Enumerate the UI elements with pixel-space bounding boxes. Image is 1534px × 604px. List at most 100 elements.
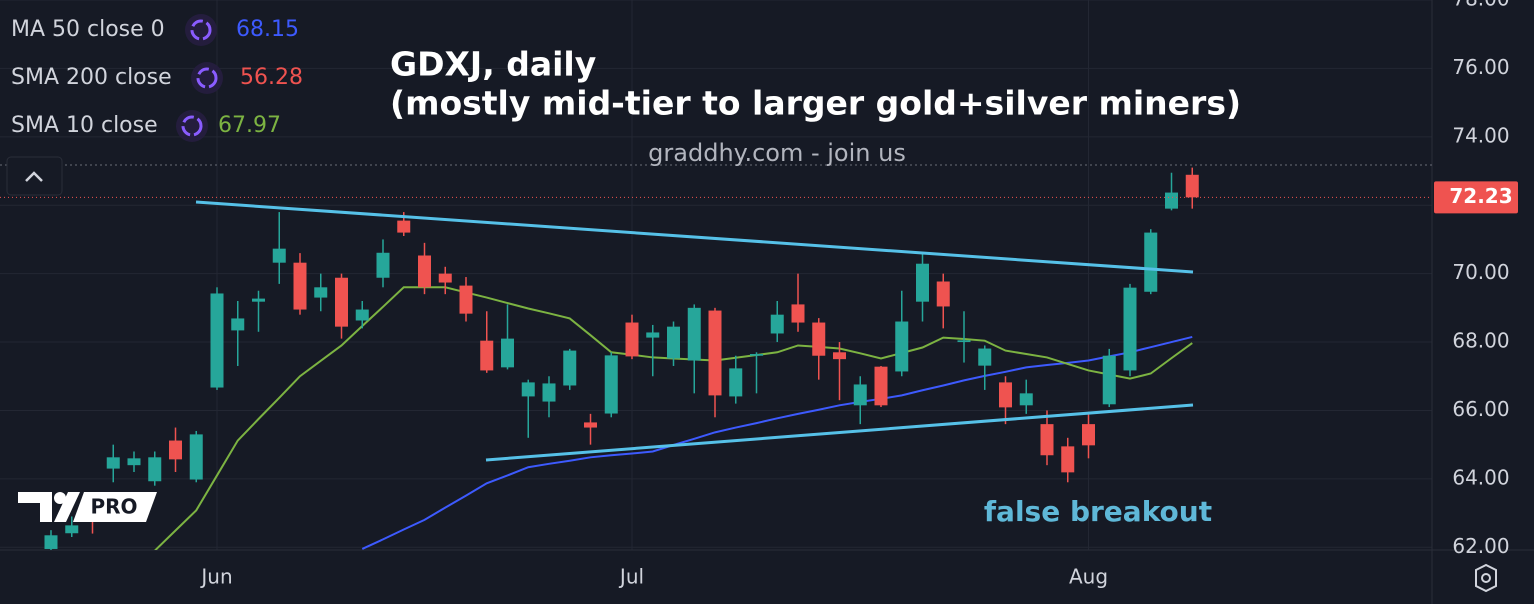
candle-body bbox=[1144, 232, 1158, 292]
candle-body bbox=[459, 285, 473, 314]
candle-body bbox=[853, 384, 867, 406]
legend-name: MA 50 close 0 bbox=[11, 17, 165, 42]
chart-title: GDXJ, daily bbox=[390, 45, 596, 84]
candle-body bbox=[376, 252, 390, 278]
legend-name: SMA 200 close bbox=[11, 65, 172, 90]
legend-icon bbox=[185, 14, 217, 46]
candle-body bbox=[708, 310, 722, 396]
candle-body bbox=[874, 366, 888, 406]
legend-value: 67.97 bbox=[218, 113, 281, 138]
candle-body bbox=[106, 457, 120, 469]
candle-body bbox=[148, 457, 162, 482]
candle-body bbox=[584, 422, 597, 428]
candle-body bbox=[1040, 424, 1054, 456]
y-tick-label: 62.00 bbox=[1452, 534, 1509, 558]
y-tick-label: 74.00 bbox=[1452, 123, 1509, 147]
support-trendline bbox=[485, 403, 1194, 462]
x-tick-label: Aug bbox=[1069, 565, 1108, 589]
legend-icon-bg bbox=[185, 14, 217, 46]
candle-body bbox=[480, 340, 494, 371]
logo-text: PRO bbox=[90, 495, 137, 519]
candle-body bbox=[438, 273, 452, 283]
candle-body bbox=[625, 322, 639, 357]
legend-icon bbox=[176, 110, 208, 142]
y-tick-label: 76.00 bbox=[1452, 55, 1509, 79]
candle-body bbox=[687, 307, 701, 361]
candle-body bbox=[355, 309, 369, 321]
candle-body bbox=[335, 277, 348, 327]
candle-body bbox=[231, 318, 245, 331]
plot-area bbox=[44, 167, 1199, 550]
candle-body bbox=[1082, 424, 1095, 446]
candle-body bbox=[604, 355, 618, 414]
candle-body bbox=[314, 287, 328, 298]
logo-mark bbox=[18, 492, 52, 522]
legend-icon-bg bbox=[191, 62, 223, 94]
candle-body bbox=[521, 382, 535, 397]
settings-button[interactable] bbox=[1475, 563, 1497, 593]
candle-body bbox=[397, 220, 411, 233]
candle-body bbox=[189, 434, 203, 480]
candle-body bbox=[65, 525, 79, 534]
candle-body bbox=[957, 340, 971, 343]
candle-body bbox=[210, 293, 224, 388]
candle-body bbox=[1123, 287, 1137, 371]
candle-body bbox=[501, 338, 514, 368]
candle-body bbox=[729, 368, 743, 397]
annotation: false breakout bbox=[984, 495, 1212, 528]
candle-body bbox=[978, 348, 992, 366]
resistance-trendline bbox=[195, 200, 1194, 274]
legend-icon-ring bbox=[196, 67, 218, 89]
y-tick-label: 70.00 bbox=[1452, 260, 1509, 284]
legend-icon-ring bbox=[190, 19, 212, 41]
legend-value: 68.15 bbox=[236, 17, 299, 42]
logo-badge bbox=[73, 492, 157, 522]
chevron-icon bbox=[25, 171, 43, 182]
candle-body bbox=[293, 262, 307, 310]
candle-body bbox=[895, 321, 909, 372]
logo: PRO bbox=[18, 492, 157, 522]
y-tick-label: 66.00 bbox=[1452, 397, 1509, 421]
collapse-button-bg[interactable] bbox=[6, 156, 63, 196]
last-price-box bbox=[1434, 181, 1518, 214]
candle-body bbox=[127, 458, 141, 466]
candle-body bbox=[791, 304, 805, 323]
logo-mark bbox=[54, 492, 80, 522]
candle-body bbox=[833, 352, 846, 360]
legend-icon-bg bbox=[176, 110, 208, 142]
collapse-button[interactable] bbox=[6, 156, 63, 196]
watermark: graddhy.com - join us bbox=[648, 139, 906, 167]
y-tick-label: 68.00 bbox=[1452, 329, 1509, 353]
candle-body bbox=[272, 248, 286, 263]
candle-body bbox=[1102, 355, 1116, 405]
x-tick-label: Jul bbox=[618, 565, 644, 589]
legend-name: SMA 10 close bbox=[11, 113, 158, 138]
x-tick-label: Jun bbox=[199, 565, 232, 589]
indicator-line bbox=[361, 335, 1193, 550]
candle-body bbox=[418, 255, 431, 288]
y-tick-label: 64.00 bbox=[1452, 465, 1509, 489]
last-price-label: 72.23 bbox=[1449, 184, 1512, 208]
candle-body bbox=[1061, 446, 1075, 473]
candle-body bbox=[936, 281, 950, 307]
candle-body bbox=[750, 354, 763, 356]
candle-body bbox=[1185, 174, 1199, 198]
y-tick-label: 78.00 bbox=[1452, 0, 1509, 11]
logo-mark bbox=[54, 492, 66, 504]
chart-subtitle: (mostly mid-tier to larger gold+silver m… bbox=[390, 84, 1241, 123]
settings-icon[interactable] bbox=[1475, 563, 1497, 593]
legend-icon-ring bbox=[181, 115, 203, 137]
candle-body bbox=[646, 332, 660, 338]
candle-body bbox=[916, 263, 929, 302]
candle-body bbox=[1165, 192, 1178, 209]
candle-body bbox=[563, 350, 577, 386]
candle-body bbox=[999, 382, 1012, 408]
candle-body bbox=[812, 322, 826, 356]
legend-value: 56.28 bbox=[240, 65, 303, 90]
candle-body bbox=[667, 326, 680, 359]
candle-body bbox=[770, 314, 784, 334]
overlay: 62.0064.0066.0068.0070.0072.0074.0076.00… bbox=[0, 0, 1518, 589]
